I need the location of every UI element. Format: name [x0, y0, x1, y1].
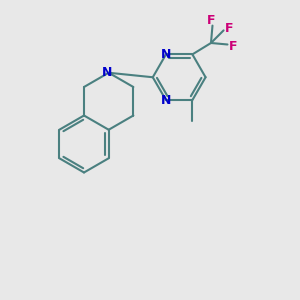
Text: F: F: [225, 22, 233, 35]
Text: F: F: [229, 40, 237, 53]
Text: F: F: [207, 14, 216, 27]
Text: N: N: [161, 48, 171, 61]
Text: N: N: [102, 66, 112, 79]
Text: N: N: [161, 94, 171, 106]
